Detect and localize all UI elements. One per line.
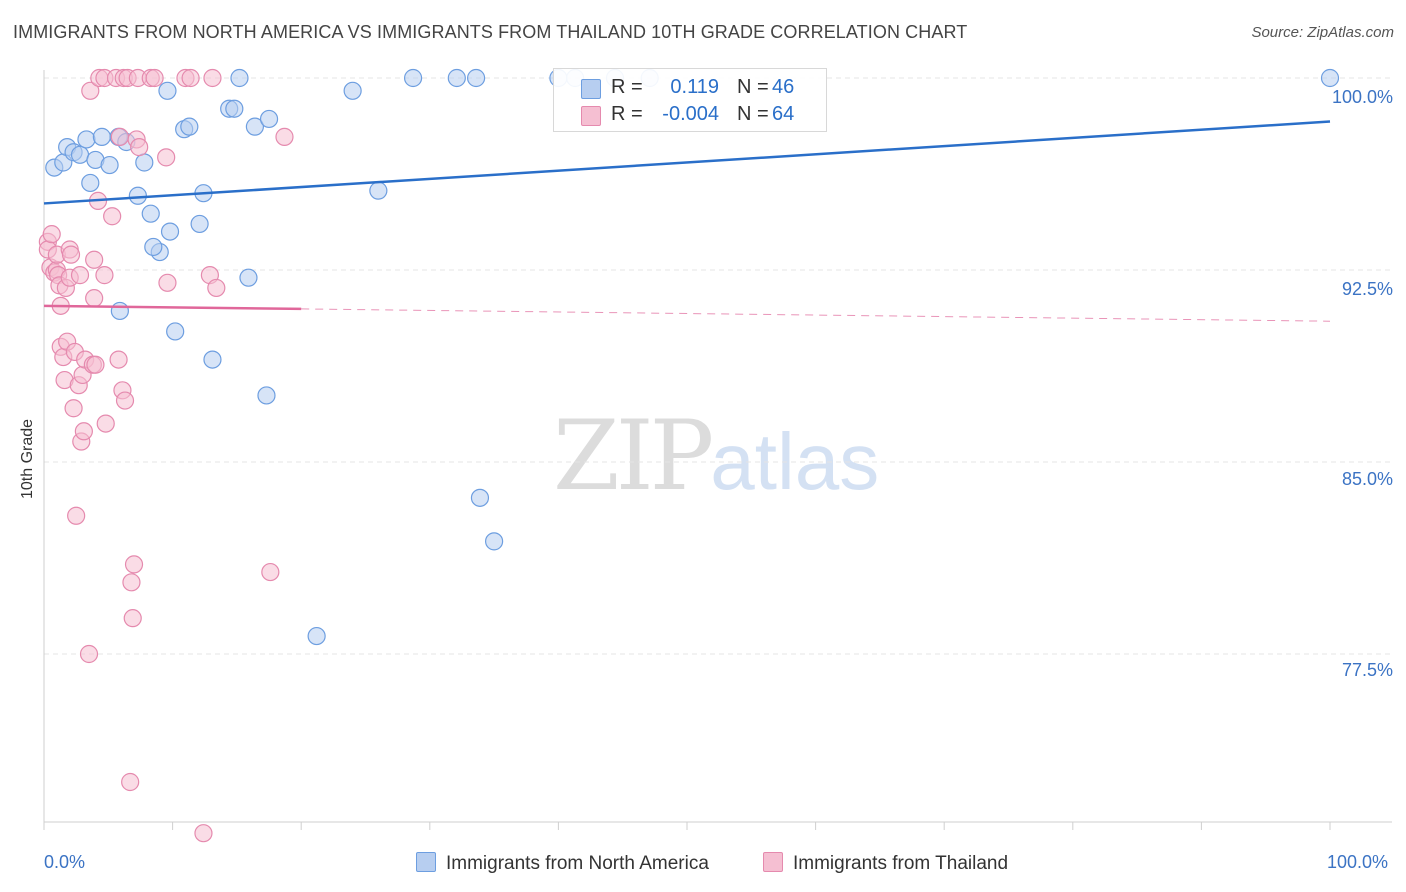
point-north-america [230, 68, 249, 88]
point-thailand [110, 127, 129, 146]
series-legend-thailand: Immigrants from Thailand [763, 852, 1008, 875]
point-north-america [259, 109, 279, 129]
point-north-america [466, 68, 486, 88]
point-north-america [245, 117, 265, 136]
point-north-america [225, 99, 244, 118]
point-north-america [190, 214, 209, 234]
series-legend: Immigrants from North America Immigrants… [0, 852, 1406, 878]
point-thailand [79, 644, 99, 664]
point-thailand [261, 562, 280, 582]
point-thailand [123, 609, 142, 628]
point-thailand [145, 68, 164, 88]
series-swatch-pink [763, 852, 783, 872]
point-thailand [67, 506, 86, 525]
series-legend-label: Immigrants from Thailand [793, 853, 1009, 874]
point-north-america [485, 532, 504, 551]
legend-n-value: 46 [772, 76, 795, 98]
point-thailand [181, 68, 200, 88]
legend-r-label: R = [611, 103, 643, 125]
point-thailand [96, 414, 115, 433]
point-north-america [158, 81, 177, 100]
point-north-america [100, 155, 119, 175]
point-thailand [86, 355, 105, 374]
point-north-america [369, 181, 388, 200]
point-north-america [128, 186, 147, 205]
point-north-america [403, 68, 423, 88]
point-north-america [1320, 68, 1340, 88]
series-legend-north-america: Immigrants from North America [416, 852, 709, 875]
chart-title: IMMIGRANTS FROM NORTH AMERICA VS IMMIGRA… [13, 22, 968, 42]
point-north-america [180, 117, 199, 136]
point-thailand [85, 289, 104, 308]
source-label: Source: ZipAtlas.com [1251, 24, 1394, 41]
point-thailand [130, 138, 149, 157]
legend-r-value: -0.004 [662, 103, 719, 125]
legend-swatch-pink [581, 106, 601, 126]
legend-n-label: N = [737, 103, 769, 125]
point-thailand [158, 273, 177, 292]
point-north-america [77, 130, 96, 149]
point-thailand [207, 278, 226, 298]
point-thailand [81, 81, 100, 100]
legend-swatch-blue [581, 79, 601, 99]
point-thailand [95, 266, 114, 285]
stats-legend: R = 0.119 N = 46 R = -0.004 N = 64 [553, 68, 827, 132]
point-north-america [144, 237, 163, 257]
point-north-america [81, 173, 100, 193]
point-north-america [110, 301, 129, 321]
point-north-america [307, 626, 326, 646]
legend-r-label: R = [611, 76, 643, 98]
x-tick-label-0: 0.0% [44, 852, 86, 872]
point-thailand [61, 245, 81, 264]
point-thailand [157, 148, 176, 167]
x-tick-label-100: 100.0% [1327, 852, 1389, 872]
point-thailand [115, 391, 135, 410]
point-thailand [64, 399, 83, 418]
point-thailand [122, 573, 141, 592]
legend-n-value: 64 [772, 103, 795, 125]
point-north-america [343, 81, 362, 100]
trend-line-thailand [43, 304, 302, 311]
point-thailand [103, 207, 122, 226]
point-thailand [124, 555, 144, 574]
point-north-america [70, 145, 90, 164]
point-thailand [121, 772, 140, 792]
y-tick-label-100: 100.0% [1331, 87, 1393, 107]
point-thailand [109, 350, 128, 369]
y-tick-label-92-5: 92.5% [1341, 279, 1393, 299]
point-thailand [275, 127, 294, 146]
point-thailand [85, 250, 104, 269]
legend-n-label: N = [737, 76, 769, 98]
point-north-america [92, 127, 111, 146]
y-tick-label-85: 85.0% [1341, 469, 1393, 489]
point-north-america [447, 68, 466, 88]
trend-line-north-america [43, 120, 1331, 205]
point-thailand [194, 824, 213, 843]
point-north-america [135, 153, 154, 172]
point-thailand [74, 422, 93, 441]
trend-line-dashed-thailand [301, 308, 1331, 322]
legend-r-value: 0.119 [670, 76, 719, 98]
point-thailand [70, 266, 90, 285]
point-north-america [203, 350, 222, 369]
series-legend-label: Immigrants from North America [446, 853, 709, 874]
point-north-america [166, 322, 185, 341]
point-north-america [160, 222, 180, 241]
point-thailand [203, 68, 222, 88]
point-thailand [42, 225, 61, 244]
point-north-america [141, 204, 160, 223]
y-tick-label-77-5: 77.5% [1341, 660, 1393, 680]
series-swatch-blue [416, 852, 436, 872]
legend-row-north-america: R = 0.119 N = 46 [554, 74, 826, 100]
point-north-america [239, 268, 258, 287]
point-north-america [257, 386, 276, 405]
legend-row-thailand: R = -0.004 N = 64 [554, 101, 826, 127]
point-north-america [470, 488, 490, 507]
